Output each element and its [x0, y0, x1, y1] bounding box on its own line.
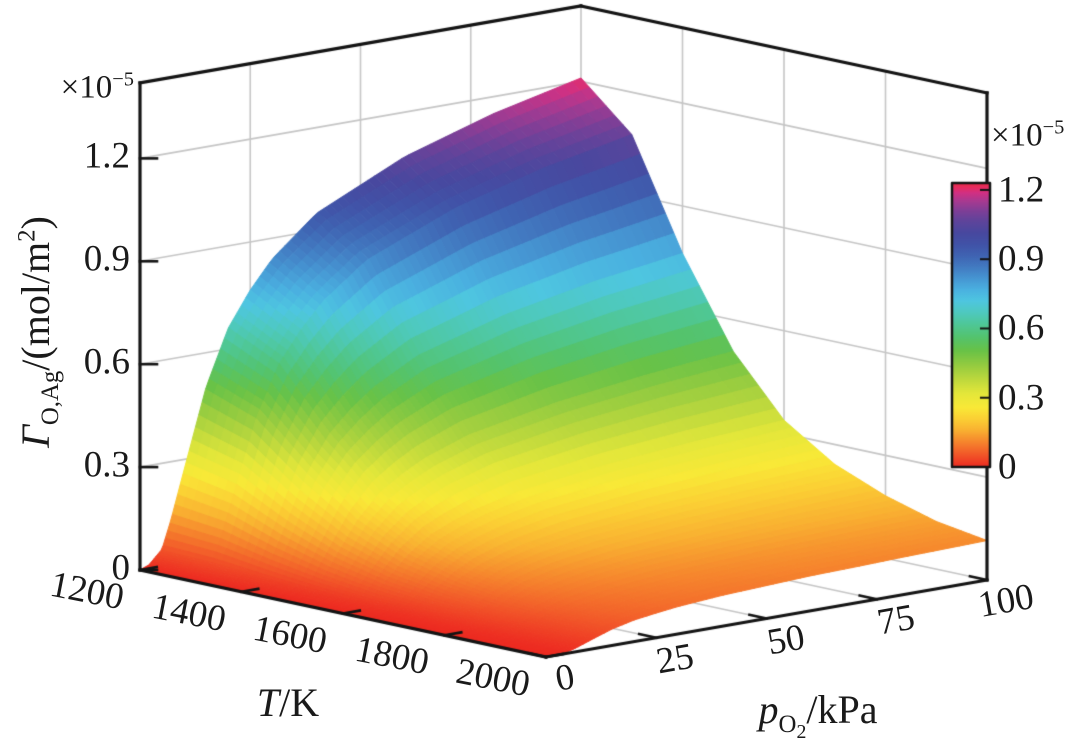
- colorbar-tick-label: 0.6: [998, 307, 1045, 349]
- t-axis-symbol: T: [256, 680, 280, 725]
- z-axis-unit: /(mol/m: [13, 241, 58, 371]
- p-axis-unit: /kPa: [806, 687, 878, 733]
- z-scale-base: ×10: [60, 69, 113, 106]
- colorbar-scale-base: ×10: [991, 117, 1043, 154]
- z-axis-unit-exponent: 2: [13, 229, 41, 242]
- t-axis-title: T/K: [257, 683, 319, 723]
- p-axis-title: pO2/kPa: [758, 687, 878, 742]
- p-tick-label: 75: [873, 596, 918, 644]
- z-tick-label: 0.6: [83, 341, 130, 383]
- p-tick-label: 100: [975, 575, 1037, 627]
- p-axis-symbol: p: [758, 687, 779, 733]
- colorbar-tick-label: 1.2: [998, 169, 1045, 211]
- p-axis-sub-element: O: [778, 711, 797, 739]
- z-axis-title: ΓO,Ag/(mol/m2): [13, 216, 64, 448]
- p-axis-sub-sub: 2: [796, 720, 807, 743]
- colorbar-tick-label: 0: [998, 446, 1017, 488]
- p-tick-label: 50: [763, 616, 808, 663]
- z-tick-label: 0.9: [83, 238, 130, 280]
- z-axis-unit-close: ): [13, 216, 58, 230]
- colorbar-tick-label: 0.3: [998, 377, 1045, 419]
- z-scale-exponent: −5: [112, 68, 134, 91]
- z-axis-subscript: O,Ag: [37, 370, 64, 426]
- colorbar-scale-label: ×10−5: [991, 116, 1065, 154]
- z-tick-label: 0.3: [83, 444, 130, 486]
- t-axis-unit: /K: [279, 680, 320, 725]
- colorbar-scale-exponent: −5: [1042, 116, 1065, 139]
- p-axis-subscript: O2: [778, 711, 807, 742]
- p-tick-label: 25: [653, 635, 698, 683]
- z-tick-label: 0: [111, 547, 131, 589]
- z-tick-label: 1.2: [83, 135, 130, 177]
- colorbar-tick-label: 0.9: [998, 238, 1045, 280]
- z-axis-scale-label: ×10−5: [60, 68, 134, 106]
- z-axis-symbol: Γ: [13, 425, 58, 448]
